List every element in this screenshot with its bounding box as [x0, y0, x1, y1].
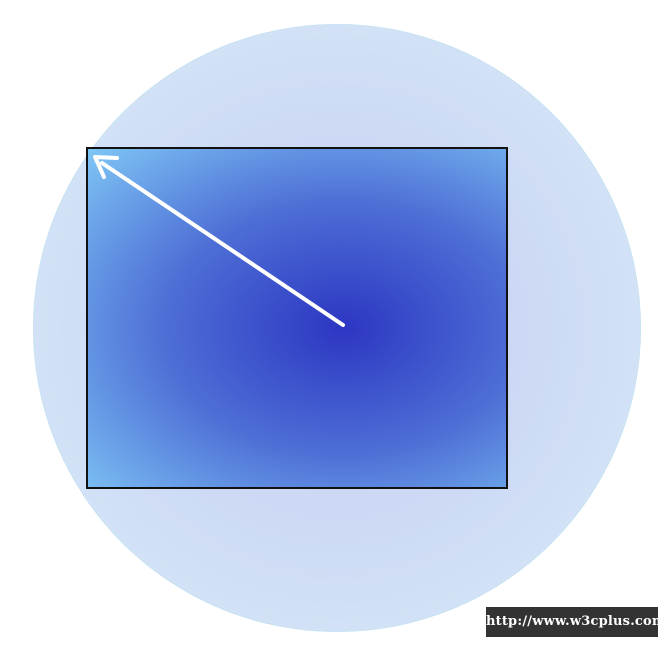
- watermark-label: http://www.w3cplus.com: [486, 607, 658, 637]
- gradient-rectangle: [86, 147, 508, 489]
